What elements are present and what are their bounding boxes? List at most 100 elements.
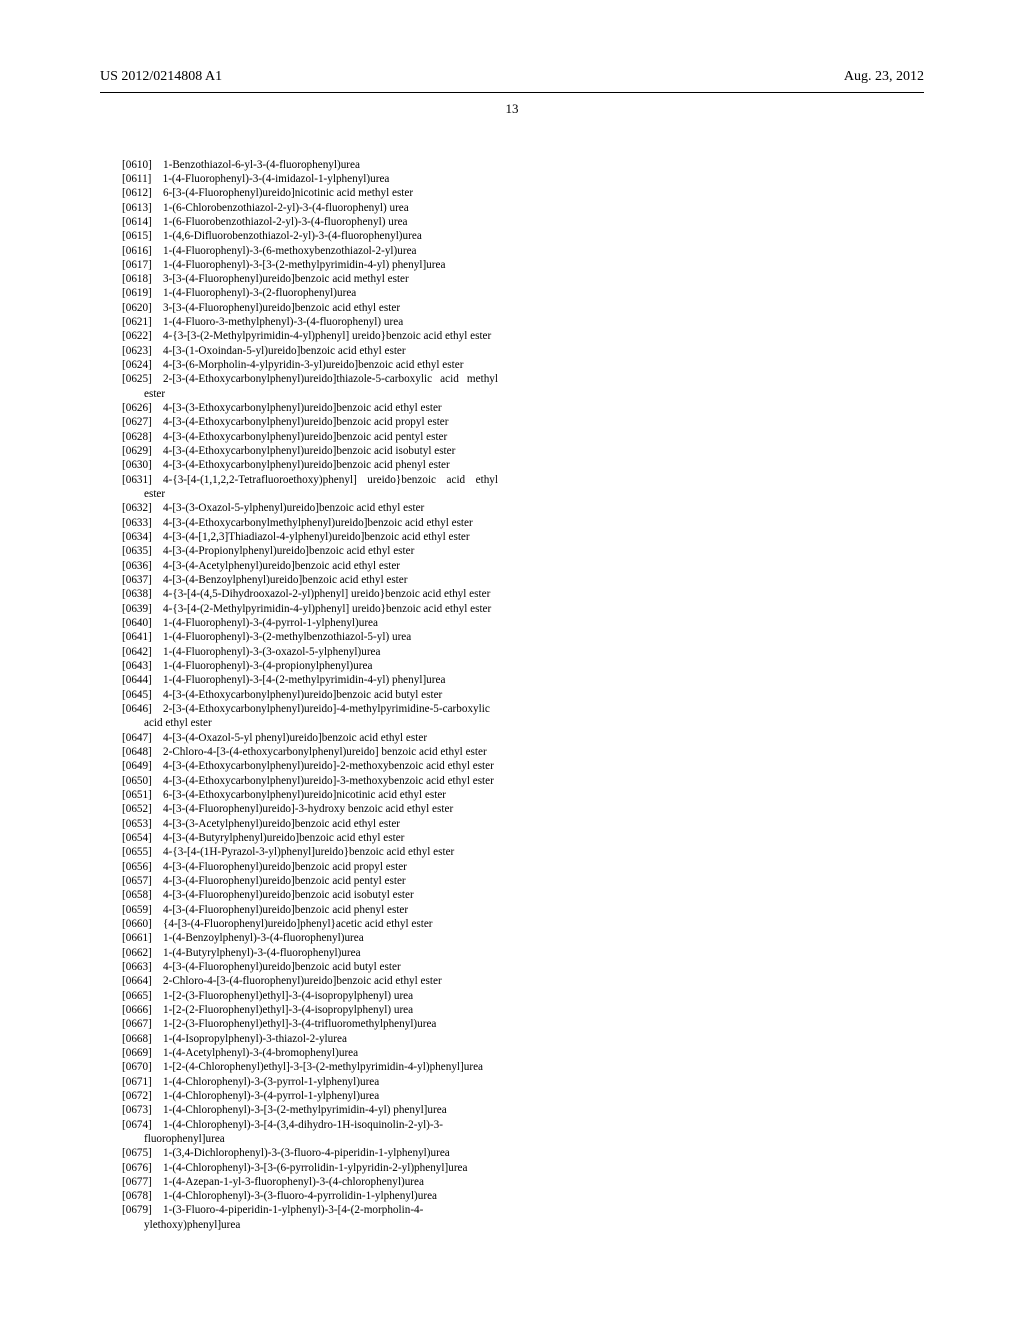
paragraph-text: 4-[3-(4-Ethoxycarbonylphenyl)ureido]benz… [152,431,447,443]
paragraph-text: 1-(3-Fluoro-4-piperidin-1-ylphenyl)-3-[4… [144,1204,423,1230]
paragraph-number: [0610] [122,159,152,171]
paragraph-number: [0637] [122,574,152,586]
paragraph-text: 1-(4-Fluorophenyl)-3-(6-methoxybenzothia… [152,245,417,257]
paragraph-entry: [0670] 1-[2-(4-Chlorophenyl)ethyl]-3-[3-… [100,1060,498,1074]
paragraph-text: 1-(4-Chlorophenyl)-3-(4-pyrrol-1-ylpheny… [152,1090,379,1102]
paragraph-entry: [0644] 1-(4-Fluorophenyl)-3-[4-(2-methyl… [100,673,498,687]
paragraph-entry: [0653] 4-[3-(3-Acetylphenyl)ureido]benzo… [100,817,498,831]
paragraph-text: 4-[3-(4-Fluorophenyl)ureido]benzoic acid… [152,904,408,916]
paragraph-text: 4-{3-[4-(2-Methylpyrimidin-4-yl)phenyl] … [152,603,491,615]
paragraph-number: [0646] [122,703,152,715]
paragraph-text: 1-(4-Fluorophenyl)-3-(2-methylbenzothiaz… [152,631,411,643]
paragraph-number: [0661] [122,932,152,944]
paragraph-text: 3-[3-(4-Fluorophenyl)ureido]benzoic acid… [152,273,409,285]
paragraph-text: 1-(4,6-Difluorobenzothiazol-2-yl)-3-(4-f… [152,230,422,242]
paragraph-entry: [0678] 1-(4-Chlorophenyl)-3-(3-fluoro-4-… [100,1189,498,1203]
paragraph-entry: [0618] 3-[3-(4-Fluorophenyl)ureido]benzo… [100,272,498,286]
paragraph-number: [0619] [122,287,152,299]
paragraph-text: 1-(4-Chlorophenyl)-3-[4-(3,4-dihydro-1H-… [144,1119,443,1145]
paragraph-number: [0676] [122,1162,152,1174]
paragraph-text: 4-[3-(4-Ethoxycarbonylphenyl)ureido]benz… [152,416,449,428]
paragraph-text: 1-(3,4-Dichlorophenyl)-3-(3-fluoro-4-pip… [152,1147,450,1159]
paragraph-text: {4-[3-(4-Fluorophenyl)ureido]phenyl}acet… [152,918,433,930]
paragraph-number: [0650] [122,775,152,787]
paragraph-text: 4-[3-(4-Oxazol-5-yl phenyl)ureido]benzoi… [152,732,427,744]
paragraph-number: [0678] [122,1190,152,1202]
paragraph-entry: [0652] 4-[3-(4-Fluorophenyl)ureido]-3-hy… [100,802,498,816]
paragraph-text: 4-[3-(4-Fluorophenyl)ureido]benzoic acid… [152,875,406,887]
paragraph-number: [0673] [122,1104,152,1116]
paragraph-entry: [0610] 1-Benzothiazol-6-yl-3-(4-fluoroph… [100,158,498,172]
paragraph-number: [0635] [122,545,152,557]
paragraph-entry: [0617] 1-(4-Fluorophenyl)-3-[3-(2-methyl… [100,258,498,272]
paragraph-entry: [0654] 4-[3-(4-Butyrylphenyl)ureido]benz… [100,831,498,845]
paragraph-entry: [0613] 1-(6-Chlorobenzothiazol-2-yl)-3-(… [100,201,498,215]
paragraph-number: [0660] [122,918,152,930]
paragraph-entry: [0679] 1-(3-Fluoro-4-piperidin-1-ylpheny… [100,1203,498,1232]
paragraph-entry: [0661] 1-(4-Benzoylphenyl)-3-(4-fluoroph… [100,931,498,945]
paragraph-entry: [0620] 3-[3-(4-Fluorophenyl)ureido]benzo… [100,301,498,315]
paragraph-entry: [0665] 1-[2-(3-Fluorophenyl)ethyl]-3-(4-… [100,989,498,1003]
paragraph-text: 1-(4-Chlorophenyl)-3-(3-fluoro-4-pyrroli… [152,1190,437,1202]
paragraph-text: 6-[3-(4-Fluorophenyl)ureido]nicotinic ac… [152,187,413,199]
paragraph-number: [0645] [122,689,152,701]
paragraph-text: 4-[3-(4-Fluorophenyl)ureido]benzoic acid… [152,889,414,901]
paragraph-number: [0614] [122,216,152,228]
paragraph-text: 1-(4-Fluoro-3-methylphenyl)-3-(4-fluorop… [152,316,403,328]
paragraph-number: [0616] [122,245,152,257]
paragraph-entry: [0669] 1-(4-Acetylphenyl)-3-(4-bromophen… [100,1046,498,1060]
paragraph-number: [0652] [122,803,152,815]
paragraph-number: [0671] [122,1076,152,1088]
paragraph-entry: [0635] 4-[3-(4-Propionylphenyl)ureido]be… [100,544,498,558]
paragraph-entry: [0658] 4-[3-(4-Fluorophenyl)ureido]benzo… [100,888,498,902]
paragraph-text: 2-[3-(4-Ethoxycarbonylphenyl)ureido]thia… [144,373,498,399]
paragraph-entry: [0649] 4-[3-(4-Ethoxycarbonylphenyl)urei… [100,759,498,773]
paragraph-number: [0669] [122,1047,152,1059]
paragraph-number: [0629] [122,445,152,457]
paragraph-entry: [0632] 4-[3-(3-Oxazol-5-ylphenyl)ureido]… [100,501,498,515]
paragraph-entry: [0624] 4-[3-(6-Morpholin-4-ylpyridin-3-y… [100,358,498,372]
paragraph-number: [0649] [122,760,152,772]
paragraph-text: 4-[3-(3-Oxazol-5-ylphenyl)ureido]benzoic… [152,502,424,514]
paragraph-number: [0611] [122,173,151,185]
paragraph-number: [0623] [122,345,152,357]
paragraph-number: [0679] [122,1204,152,1216]
paragraph-number: [0625] [122,373,152,385]
paragraph-text: 1-(4-Benzoylphenyl)-3-(4-fluorophenyl)ur… [152,932,364,944]
paragraph-number: [0628] [122,431,152,443]
paragraph-text: 2-Chloro-4-[3-(4-fluorophenyl)ureido]ben… [152,975,442,987]
paragraph-text: 1-(4-Fluorophenyl)-3-(4-pyrrol-1-ylpheny… [152,617,378,629]
paragraph-text: 4-[3-(1-Oxoindan-5-yl)ureido]benzoic aci… [152,345,406,357]
paragraph-text: 1-(4-Isopropylphenyl)-3-thiazol-2-ylurea [152,1033,347,1045]
paragraph-text: 2-Chloro-4-[3-(4-ethoxycarbonylphenyl)ur… [152,746,487,758]
paragraph-entry: [0662] 1-(4-Butyrylphenyl)-3-(4-fluoroph… [100,946,498,960]
paragraph-number: [0620] [122,302,152,314]
paragraph-number: [0634] [122,531,152,543]
paragraph-number: [0640] [122,617,152,629]
paragraph-entry: [0666] 1-[2-(2-Fluorophenyl)ethyl]-3-(4-… [100,1003,498,1017]
paragraph-entry: [0659] 4-[3-(4-Fluorophenyl)ureido]benzo… [100,903,498,917]
paragraph-number: [0675] [122,1147,152,1159]
paragraph-number: [0642] [122,646,152,658]
paragraph-text: 1-[2-(4-Chlorophenyl)ethyl]-3-[3-(2-meth… [152,1061,483,1073]
paragraph-number: [0617] [122,259,152,271]
paragraph-entry: [0650] 4-[3-(4-Ethoxycarbonylphenyl)urei… [100,774,498,788]
paragraph-entry: [0648] 2-Chloro-4-[3-(4-ethoxycarbonylph… [100,745,498,759]
paragraph-number: [0618] [122,273,152,285]
paragraph-text: 1-[2-(3-Fluorophenyl)ethyl]-3-(4-trifluo… [152,1018,437,1030]
paragraph-entry: [0664] 2-Chloro-4-[3-(4-fluorophenyl)ure… [100,974,498,988]
paragraph-text: 1-Benzothiazol-6-yl-3-(4-fluorophenyl)ur… [152,159,360,171]
paragraph-number: [0654] [122,832,152,844]
paragraph-text: 3-[3-(4-Fluorophenyl)ureido]benzoic acid… [152,302,400,314]
page-header: US 2012/0214808 A1 Aug. 23, 2012 [100,68,924,86]
paragraph-text: 6-[3-(4-Ethoxycarbonylphenyl)ureido]nico… [152,789,446,801]
paragraph-text: 4-[3-(4-Ethoxycarbonylphenyl)ureido]benz… [152,445,456,457]
paragraph-number: [0662] [122,947,152,959]
paragraph-entry: [0614] 1-(6-Fluorobenzothiazol-2-yl)-3-(… [100,215,498,229]
paragraph-entry: [0675] 1-(3,4-Dichlorophenyl)-3-(3-fluor… [100,1146,498,1160]
publication-date: Aug. 23, 2012 [844,68,924,86]
paragraph-number: [0655] [122,846,152,858]
paragraph-entry: [0656] 4-[3-(4-Fluorophenyl)ureido]benzo… [100,860,498,874]
paragraph-entry: [0623] 4-[3-(1-Oxoindan-5-yl)ureido]benz… [100,344,498,358]
paragraph-entry: [0636] 4-[3-(4-Acetylphenyl)ureido]benzo… [100,559,498,573]
